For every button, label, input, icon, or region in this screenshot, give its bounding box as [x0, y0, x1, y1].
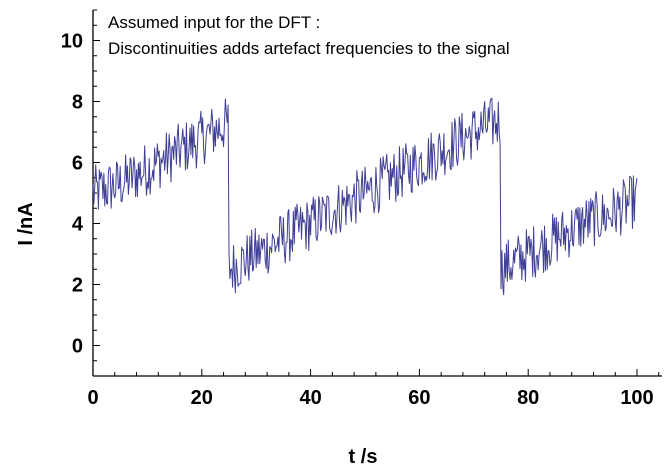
y-tick-label: 4: [72, 214, 84, 236]
chart-annotation: Assumed input for the DFT : Discontinuit…: [108, 10, 510, 62]
y-tick-label: 6: [72, 153, 83, 175]
y-tick-label: 0: [72, 336, 83, 358]
x-tick-label: 20: [191, 387, 213, 409]
series-line: [92, 97, 638, 296]
x-tick-label: 100: [620, 387, 653, 409]
annotation-line-2: Discontinuities adds artefact frequencie…: [108, 39, 510, 58]
y-tick-label: 10: [61, 31, 83, 53]
y-tick-label: 2: [72, 275, 83, 297]
x-tick-label: 80: [517, 387, 539, 409]
x-axis-label: t /s: [348, 446, 378, 468]
annotation-line-1: Assumed input for the DFT :: [108, 13, 321, 32]
y-tick-label: 8: [72, 92, 83, 114]
x-tick-label: 60: [408, 387, 430, 409]
x-tick-label: 40: [299, 387, 321, 409]
x-tick-label: 0: [87, 387, 98, 409]
y-axis-label: I /nA: [15, 202, 37, 246]
